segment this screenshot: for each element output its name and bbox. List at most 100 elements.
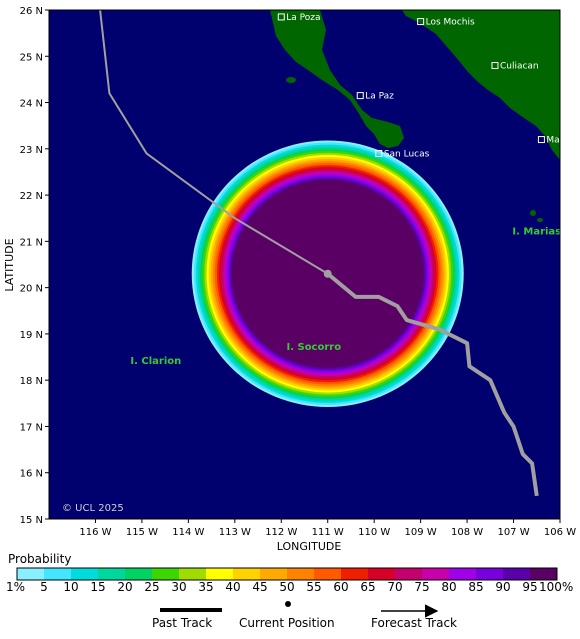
probability-label: 65 — [360, 580, 376, 594]
colorbar-cell — [503, 568, 531, 580]
island-marias-shape-2 — [537, 218, 543, 222]
y-tick-label: 23 N — [20, 145, 43, 156]
x-tick-label: 116 W — [79, 527, 111, 538]
probability-label: 15 — [90, 580, 106, 594]
place-label: La Paz — [365, 92, 394, 102]
x-axis-title: LONGITUDE — [277, 540, 342, 553]
copyright-text: © UCL 2025 — [62, 503, 124, 514]
colorbar-cell — [152, 568, 180, 580]
place-label: San Lucas — [384, 149, 430, 159]
colorbar-cell — [287, 568, 315, 580]
probability-label: 10 — [63, 580, 79, 594]
y-tick-label: 16 N — [20, 469, 43, 480]
past-track-line — [99, 10, 329, 275]
colorbar-cell — [179, 568, 207, 580]
probability-label: 40 — [225, 580, 241, 594]
current-position-marker — [323, 269, 332, 278]
island-marias-shape — [530, 210, 536, 216]
probability-label: 25 — [144, 580, 160, 594]
probability-title: Probability — [8, 552, 72, 566]
x-tick-label: 109 W — [405, 527, 437, 538]
probability-colorbar — [17, 568, 558, 580]
colorbar-cell — [98, 568, 126, 580]
mainland-land — [402, 10, 560, 160]
places-layer: La Poza Los Mochis Culiacan La Paz Mazatlan S… — [130, 13, 580, 367]
probability-label: 30 — [171, 580, 187, 594]
y-tick-label: 24 N — [20, 99, 43, 110]
y-tick-label: 15 N — [20, 515, 43, 526]
y-tick-label: 26 N — [20, 6, 43, 17]
colorbar-cell — [449, 568, 477, 580]
probability-label: 60 — [333, 580, 349, 594]
y-tick-label: 17 N — [20, 422, 43, 433]
colorbar-cell — [17, 568, 45, 580]
colorbar-cell — [71, 568, 99, 580]
y-tick-label: 20 N — [20, 284, 43, 295]
current-position-label: Current Position — [239, 616, 335, 630]
colorbar-cell — [395, 568, 423, 580]
place-marker — [375, 149, 383, 157]
colorbar-cell — [314, 568, 342, 580]
place-label: La Poza — [286, 13, 320, 23]
probability-label: 1% — [6, 580, 26, 594]
place-marker — [417, 18, 425, 26]
island-label: I. Clarion — [130, 356, 181, 367]
colorbar-cell — [206, 568, 234, 580]
probability-label: 35 — [198, 580, 214, 594]
x-tick-label: 107 W — [497, 527, 529, 538]
colorbar-cell — [44, 568, 72, 580]
probability-label: 75 — [414, 580, 430, 594]
place-label: Mazatlan — [546, 136, 580, 146]
probability-label: 20 — [117, 580, 133, 594]
y-axis-title: LATITUDE — [3, 238, 16, 291]
y-tick-label: 21 N — [20, 237, 43, 248]
x-tick-label: 114 W — [172, 527, 204, 538]
place-label: Los Mochis — [426, 18, 475, 28]
colorbar-cell — [530, 568, 558, 580]
plot-frame — [48, 9, 561, 520]
x-tick-label: 112 W — [265, 527, 297, 538]
y-tick-label: 22 N — [20, 191, 43, 202]
x-tick-label: 113 W — [219, 527, 251, 538]
probability-label: 85 — [468, 580, 484, 594]
colorbar-cell — [260, 568, 288, 580]
probability-label: 100% — [539, 580, 574, 594]
colorbar-cell — [233, 568, 261, 580]
colorbar-cell — [422, 568, 450, 580]
probability-label: 45 — [252, 580, 268, 594]
x-tick-label: 110 W — [358, 527, 390, 538]
probability-label: 95 — [522, 580, 538, 594]
x-tick-label: 108 W — [451, 527, 483, 538]
y-tick-label: 25 N — [20, 52, 43, 63]
y-tick-label: 18 N — [20, 376, 43, 387]
place-label: Culiacan — [500, 62, 539, 72]
y-tick-label: 19 N — [20, 330, 43, 341]
colorbar-cell — [341, 568, 369, 580]
island-shape — [286, 77, 296, 83]
probability-label: 90 — [495, 580, 511, 594]
past-track-label: Past Track — [152, 616, 213, 630]
colorbar-cell — [368, 568, 396, 580]
forecast-track-line — [326, 272, 539, 497]
x-tick-label: 115 W — [126, 527, 158, 538]
island-label: I. Marias — [512, 226, 561, 237]
probability-label: 80 — [441, 580, 457, 594]
place-marker — [491, 62, 499, 70]
probability-label: 70 — [387, 580, 403, 594]
probability-label: 50 — [279, 580, 295, 594]
colorbar-frame — [16, 567, 558, 581]
current-position-key-dot — [285, 601, 291, 607]
forecast-track-label: Forecast Track — [371, 616, 457, 630]
probability-label: 55 — [306, 580, 322, 594]
baja-california-land — [270, 10, 404, 148]
colorbar-cell — [476, 568, 504, 580]
x-tick-label: 111 W — [312, 527, 344, 538]
axes: 116 W 115 W 114 W 113 W 112 W 111 W 110 W 109 W… — [20, 6, 577, 538]
place-marker — [537, 136, 545, 144]
probability-label: 5 — [40, 580, 48, 594]
place-marker — [356, 92, 364, 100]
colorbar-cell — [125, 568, 153, 580]
x-tick-label: 106 W — [544, 527, 576, 538]
island-label: I. Socorro — [286, 342, 341, 353]
place-marker — [277, 13, 285, 21]
